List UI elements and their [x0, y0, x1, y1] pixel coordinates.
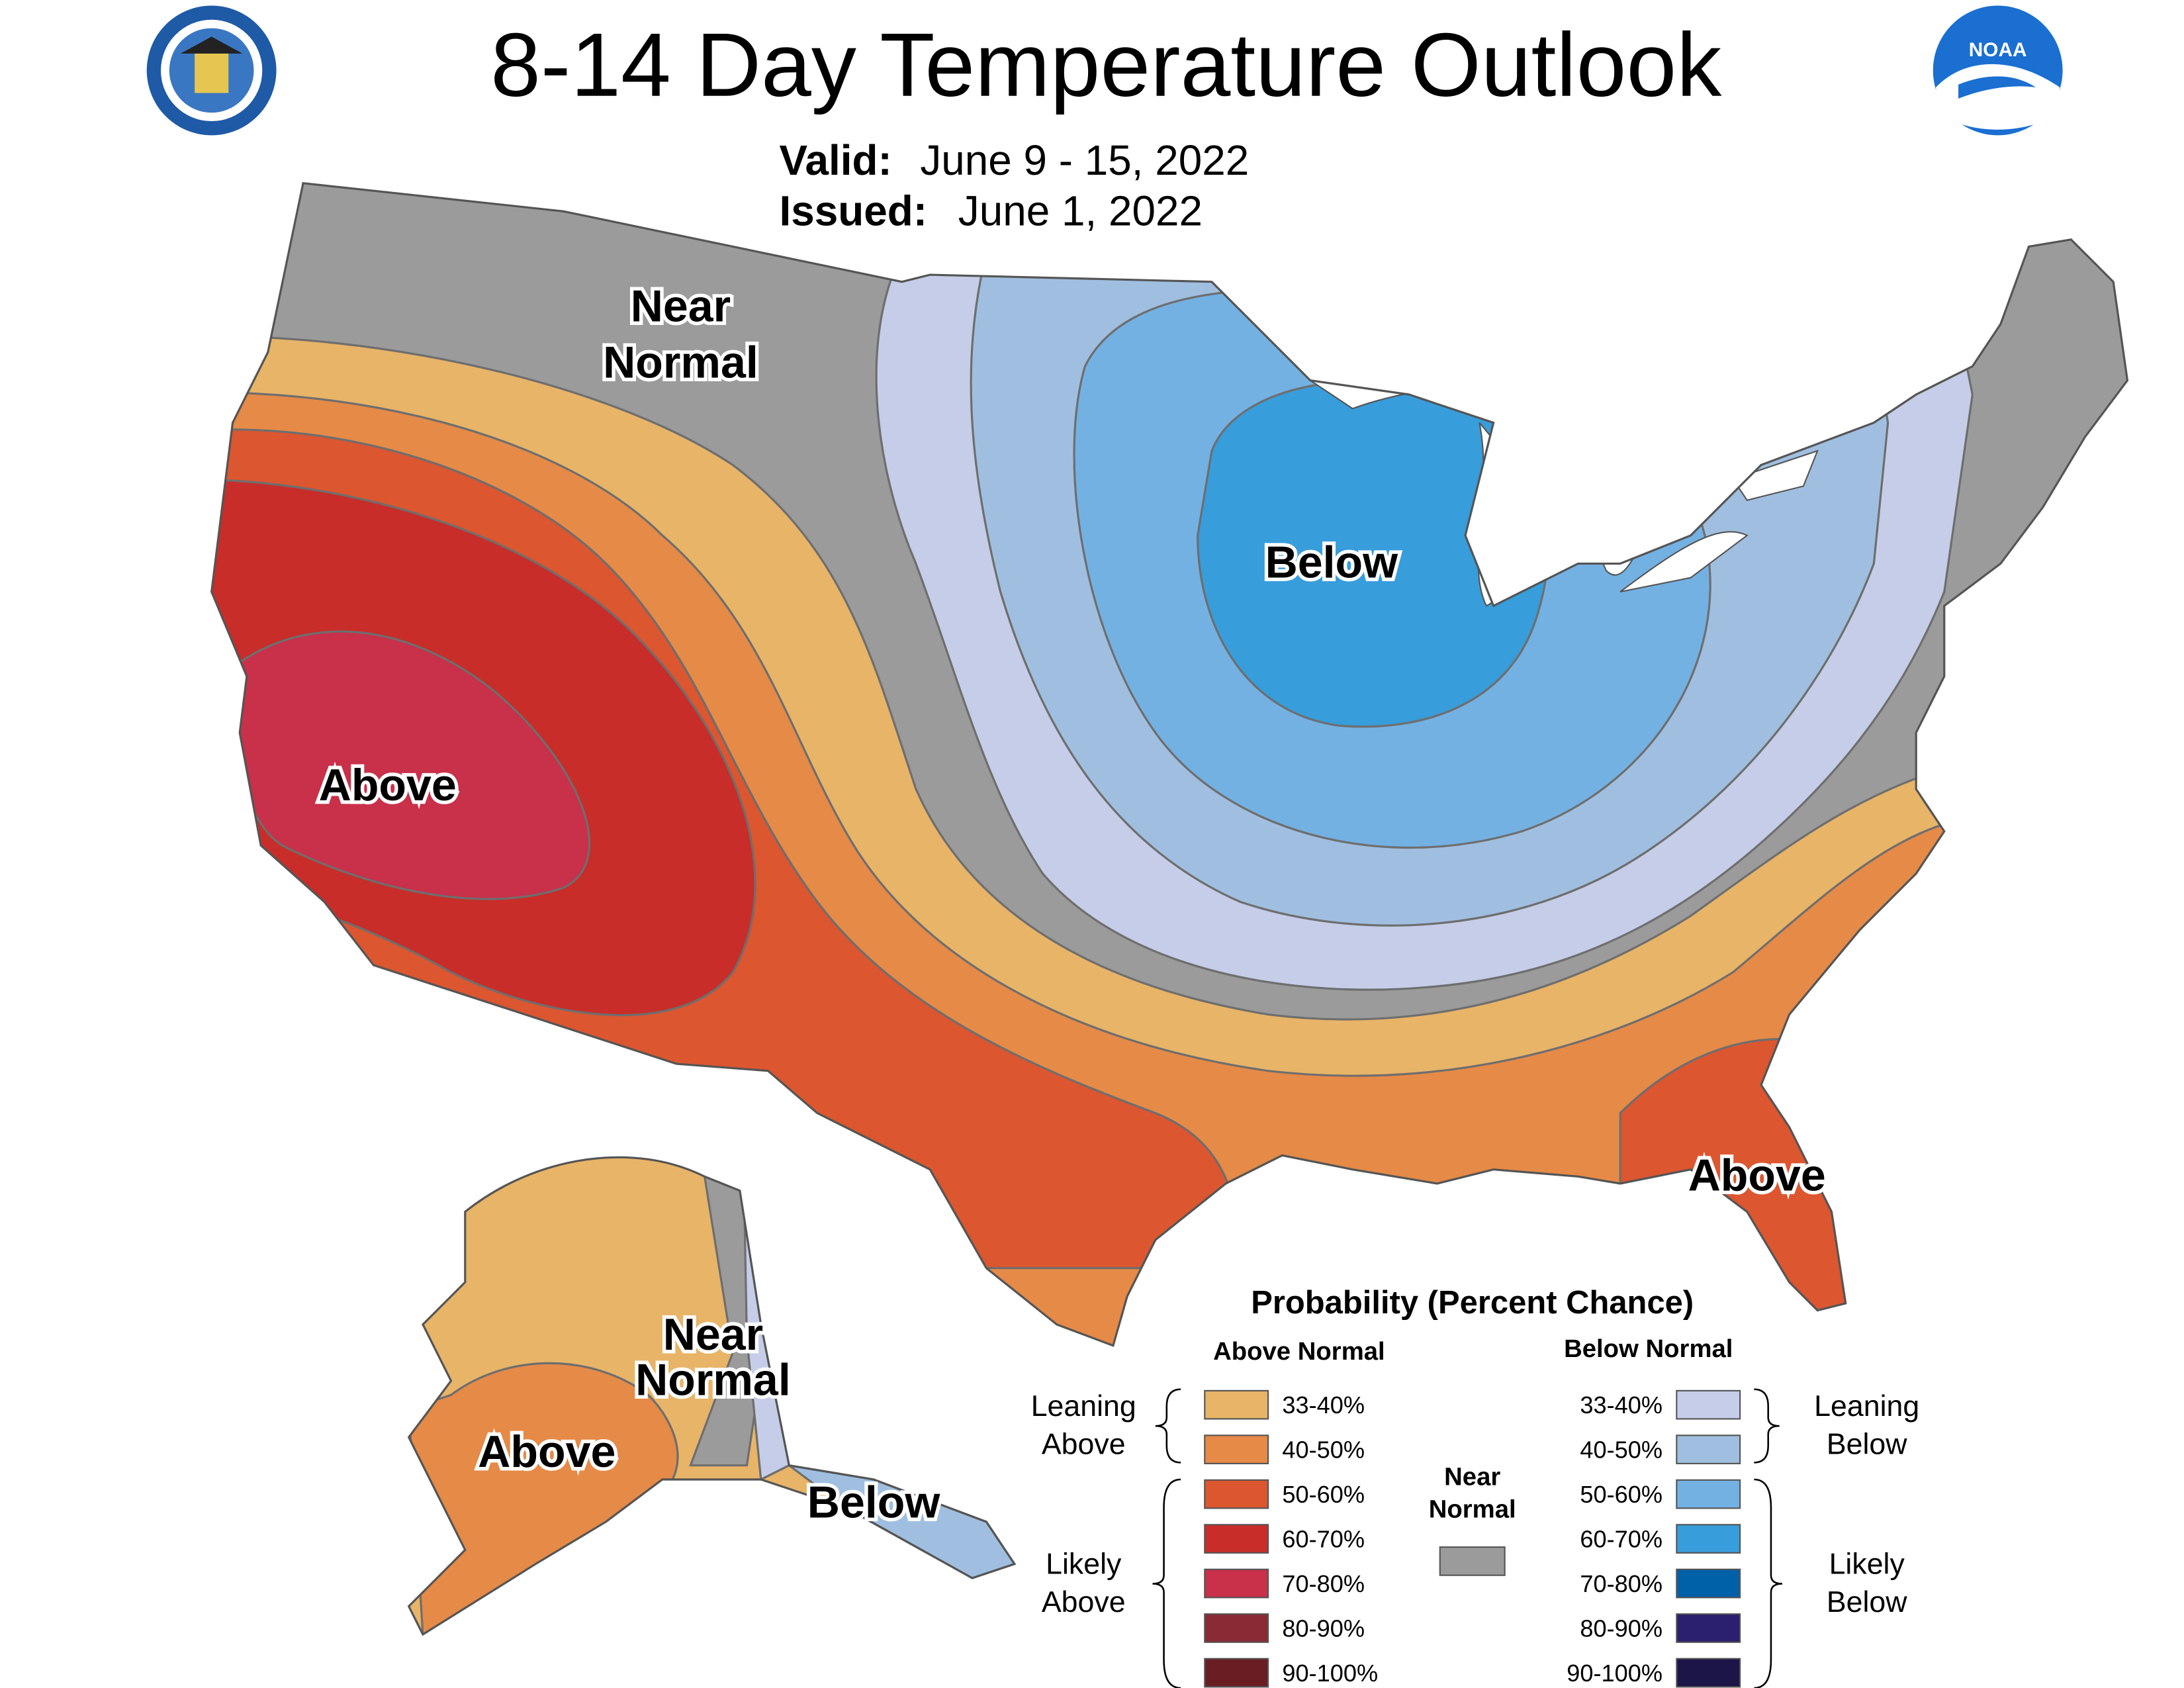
map-label: Above	[478, 1427, 615, 1477]
map-label-line: Normal	[603, 337, 758, 387]
outlook-region	[233, 630, 591, 900]
legend-label: 40-50%	[1580, 1436, 1662, 1463]
group-label-line: Likely	[1829, 1548, 1905, 1581]
legend-label: 50-60%	[1282, 1481, 1365, 1508]
map-label-line: Near	[663, 1309, 763, 1360]
legend-swatch	[1676, 1658, 1741, 1688]
legend-swatch	[1676, 1479, 1741, 1509]
legend-label: 50-60%	[1580, 1481, 1662, 1508]
map-label: Near Normal	[603, 281, 758, 387]
legend-swatch	[1439, 1546, 1506, 1576]
group-label-line: Likely	[1046, 1548, 1122, 1581]
group-label-line: Leaning	[1814, 1390, 1919, 1423]
legend-swatch	[1676, 1568, 1741, 1599]
map-label-line: Above	[319, 760, 457, 810]
noaa-logo: NOAA	[1933, 5, 2063, 136]
legend-label: 70-80%	[1580, 1570, 1662, 1597]
logo-text: NOAA	[1969, 39, 2027, 61]
map-label: Below	[807, 1477, 941, 1527]
group-label-line: Above	[1042, 1586, 1126, 1618]
group-label: Leaning Below	[1814, 1390, 1919, 1460]
map-label: Below	[1265, 538, 1399, 588]
legend-swatch	[1204, 1389, 1269, 1420]
map-label-line: Below	[807, 1477, 941, 1527]
group-label: Leaning Above	[1031, 1390, 1136, 1460]
legend-label: 60-70%	[1580, 1525, 1662, 1552]
legend-label: 80-90%	[1580, 1615, 1662, 1642]
legend-title: Probability (Percent Chance)	[1251, 1285, 1694, 1321]
map-label: Near Normal	[635, 1309, 791, 1405]
issued-date: June 1, 2022	[958, 187, 1203, 235]
legend-label: 80-90%	[1282, 1615, 1365, 1642]
map-label-line: Near	[631, 281, 731, 331]
legend-swatch	[1676, 1524, 1741, 1554]
above-heading: Above Normal	[1213, 1337, 1385, 1366]
group-label-line: Below	[1827, 1586, 1907, 1618]
legend-label: 60-70%	[1282, 1525, 1365, 1552]
legend-swatch	[1204, 1613, 1269, 1643]
legend-swatch	[1676, 1613, 1741, 1643]
below-heading: Below Normal	[1564, 1335, 1733, 1363]
legend-label: 40-50%	[1282, 1436, 1365, 1463]
legend-label: 33-40%	[1580, 1391, 1662, 1419]
group-label-line: Below	[1827, 1429, 1907, 1461]
map-label-line: Above	[478, 1427, 615, 1477]
near-normal-label-line: Normal	[1429, 1495, 1516, 1523]
legend-swatch	[1204, 1658, 1269, 1688]
legend-swatch	[1676, 1434, 1741, 1464]
legend-label: 90-100%	[1282, 1660, 1378, 1687]
issued-label: Issued:	[779, 187, 927, 235]
map-label-line: Below	[1265, 538, 1399, 588]
title: 8-14 Day Temperature Outlook	[490, 15, 1722, 115]
map-label-line: Normal	[635, 1354, 791, 1405]
legend: Probability (Percent Chance) Above Norma…	[1031, 1285, 1919, 1688]
map-label: Above	[1688, 1150, 1826, 1201]
legend-label: 70-80%	[1282, 1570, 1365, 1597]
legend-swatch	[1676, 1389, 1741, 1420]
group-label: Likely Above	[1042, 1548, 1126, 1618]
group-label-line: Above	[1042, 1429, 1126, 1461]
map-label: Above	[319, 760, 457, 810]
legend-label: 33-40%	[1282, 1391, 1365, 1419]
group-label: Likely Below	[1827, 1548, 1907, 1618]
valid-label: Valid:	[779, 136, 891, 184]
legend-swatch	[1204, 1524, 1269, 1554]
legend-swatch	[1204, 1434, 1269, 1464]
valid-date: June 9 - 15, 2022	[920, 136, 1249, 184]
group-label-line: Leaning	[1031, 1390, 1136, 1423]
legend-swatch	[1204, 1479, 1269, 1509]
legend-swatch	[1204, 1568, 1269, 1599]
near-normal-label-line: Near	[1444, 1462, 1500, 1491]
near-normal-label: Near Normal	[1429, 1462, 1516, 1523]
map-label-line: Above	[1688, 1150, 1826, 1201]
doc-seal	[146, 5, 277, 136]
legend-label: 90-100%	[1567, 1660, 1662, 1687]
